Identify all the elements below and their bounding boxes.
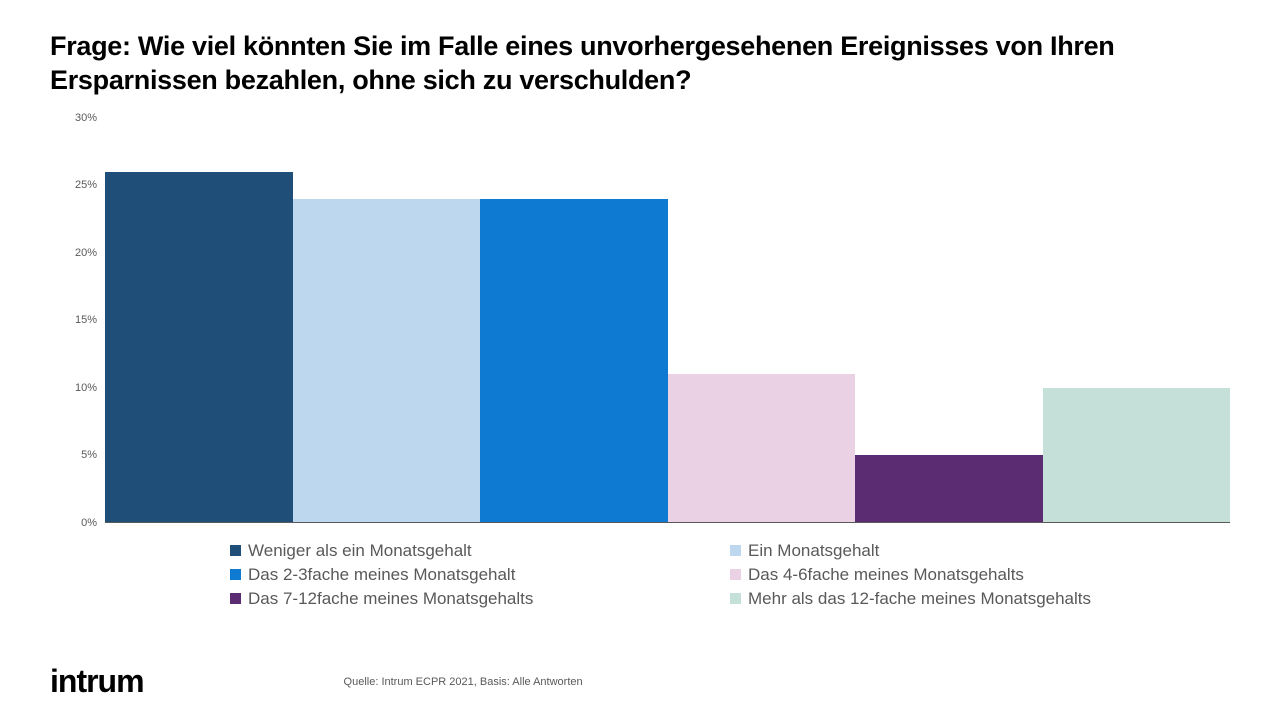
bar: [105, 172, 293, 523]
y-tick-label: 15%: [75, 314, 97, 326]
slide-container: Frage: Wie viel könnten Sie im Falle ein…: [0, 0, 1280, 720]
legend-label: Das 2-3fache meines Monatsgehalt: [248, 565, 515, 585]
bar-chart: 0%5%10%15%20%25%30%: [50, 118, 1230, 523]
y-tick-label: 20%: [75, 247, 97, 259]
bar: [480, 199, 668, 523]
source-text: Quelle: Intrum ECPR 2021, Basis: Alle An…: [344, 676, 583, 688]
y-tick-label: 10%: [75, 382, 97, 394]
chart-title: Frage: Wie viel könnten Sie im Falle ein…: [50, 30, 1230, 98]
y-tick-label: 5%: [81, 449, 97, 461]
legend-label: Ein Monatsgehalt: [748, 541, 879, 561]
y-tick-label: 30%: [75, 112, 97, 124]
bar: [668, 374, 856, 523]
legend-swatch: [230, 545, 241, 556]
legend-swatch: [730, 593, 741, 604]
plot-area: [105, 118, 1230, 523]
legend-item: Mehr als das 12-fache meines Monatsgehal…: [730, 589, 1230, 609]
brand-logo: intrum: [50, 663, 144, 700]
y-tick-label: 0%: [81, 517, 97, 529]
legend-item: Das 4-6fache meines Monatsgehalts: [730, 565, 1230, 585]
legend-item: Das 2-3fache meines Monatsgehalt: [230, 565, 730, 585]
bar: [855, 455, 1043, 522]
legend-label: Das 7-12fache meines Monatsgehalts: [248, 589, 533, 609]
legend-label: Weniger als ein Monatsgehalt: [248, 541, 472, 561]
bars-group: [105, 118, 1230, 523]
legend-item: Weniger als ein Monatsgehalt: [230, 541, 730, 561]
legend-swatch: [730, 545, 741, 556]
legend-swatch: [230, 593, 241, 604]
legend-label: Mehr als das 12-fache meines Monatsgehal…: [748, 589, 1091, 609]
legend: Weniger als ein Monatsgehalt Ein Monatsge…: [230, 541, 1230, 613]
legend-swatch: [230, 569, 241, 580]
footer: intrum Quelle: Intrum ECPR 2021, Basis: …: [50, 663, 1230, 700]
y-axis: 0%5%10%15%20%25%30%: [50, 118, 105, 523]
bar: [293, 199, 481, 523]
legend-label: Das 4-6fache meines Monatsgehalts: [748, 565, 1024, 585]
legend-item: Das 7-12fache meines Monatsgehalts: [230, 589, 730, 609]
logo-text: intrum: [50, 663, 144, 699]
legend-item: Ein Monatsgehalt: [730, 541, 1230, 561]
legend-swatch: [730, 569, 741, 580]
x-axis-line: [105, 522, 1230, 523]
y-tick-label: 25%: [75, 179, 97, 191]
bar: [1043, 388, 1231, 523]
